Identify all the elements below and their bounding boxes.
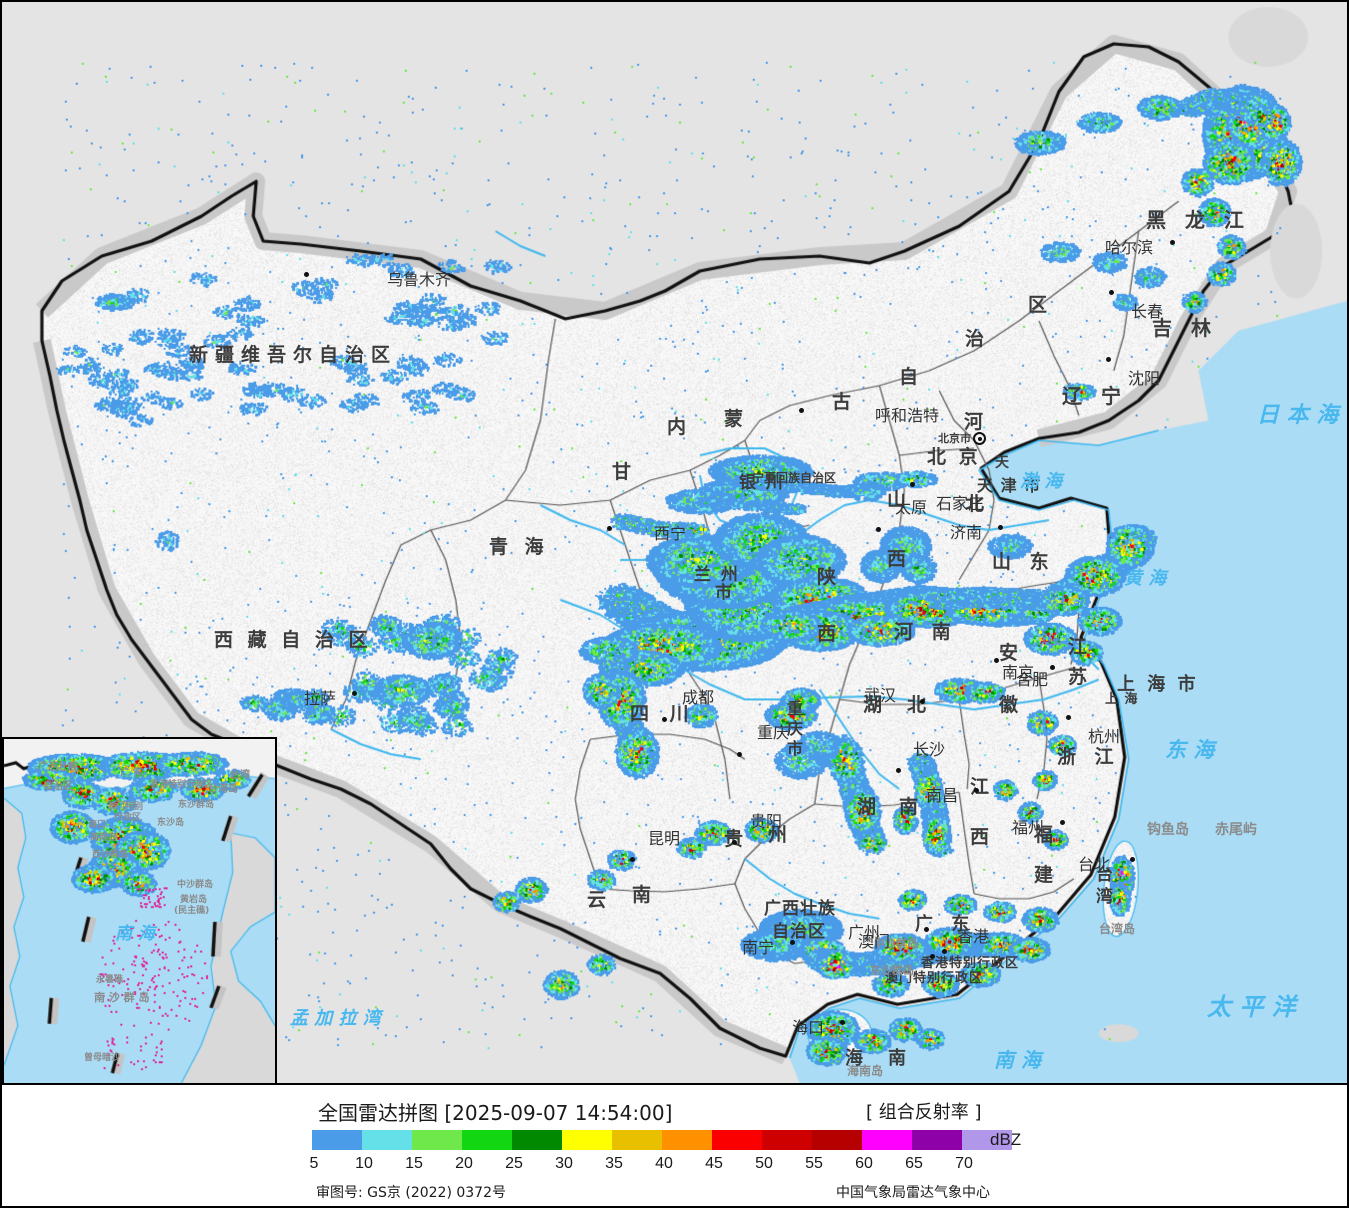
colorbar-tick: 20 — [455, 1155, 473, 1173]
colorbar-swatch — [762, 1130, 812, 1150]
city-marker-dot — [1066, 715, 1071, 720]
city-marker-dot — [974, 788, 979, 793]
colorbar-tick: 10 — [355, 1155, 373, 1173]
city-marker-dot — [924, 927, 929, 932]
colorbar-swatch — [362, 1130, 412, 1150]
city-marker-dot — [1130, 857, 1135, 862]
city-marker-dot — [930, 954, 935, 959]
colorbar-tick: 60 — [855, 1155, 873, 1173]
dbz-unit-label: dBZ — [990, 1130, 1021, 1150]
colorbar-swatch — [312, 1130, 362, 1150]
city-marker-dot — [352, 691, 357, 696]
city-marker-dot — [998, 525, 1003, 530]
city-marker-dot — [840, 1020, 845, 1025]
city-marker-dot — [896, 768, 901, 773]
city-marker-dot — [799, 408, 804, 413]
colorbar-tick: 45 — [705, 1155, 723, 1173]
city-marker-dot — [994, 658, 999, 663]
city-marker-dot — [1106, 357, 1111, 362]
colorbar-tick: 5 — [310, 1155, 319, 1173]
colorbar-swatch — [812, 1130, 862, 1150]
colorbar-swatch — [912, 1130, 962, 1150]
city-marker-dot — [607, 526, 612, 531]
south-china-sea-inset-map[interactable] — [2, 737, 277, 1085]
colorbar-swatch — [562, 1130, 612, 1150]
colorbar-swatch — [462, 1130, 512, 1150]
agency-name: 中国气象局雷达气象中心 — [836, 1182, 990, 1202]
dbz-colorbar — [312, 1130, 1012, 1150]
colorbar-tick: 35 — [605, 1155, 623, 1173]
national-radar-map[interactable]: 新疆维吾尔自治区西 藏 自 治 区青 海甘内蒙古自治区黑 龙 江吉 林辽 宁河北… — [0, 0, 1349, 1085]
city-marker-dot — [790, 940, 795, 945]
city-marker-dot — [1060, 820, 1065, 825]
inset-radar-canvas — [4, 739, 275, 1083]
colorbar-tick: 30 — [555, 1155, 573, 1173]
capital-marker-beijing — [973, 432, 986, 445]
approval-number: 审图号: GS京 (2022) 0372号 — [316, 1182, 506, 1202]
colorbar-tick: 70 — [955, 1155, 973, 1173]
city-marker-dot — [630, 857, 635, 862]
colorbar-tick: 40 — [655, 1155, 673, 1173]
city-marker-dot — [737, 752, 742, 757]
colorbar-swatch — [862, 1130, 912, 1150]
colorbar-tick: 55 — [805, 1155, 823, 1173]
colorbar-swatch — [662, 1130, 712, 1150]
colorbar-tick: 15 — [405, 1155, 423, 1173]
colorbar-tick: 25 — [505, 1155, 523, 1173]
colorbar-swatch — [512, 1130, 562, 1150]
city-marker-dot — [910, 482, 915, 487]
city-marker-dot — [920, 699, 925, 704]
city-marker-dot — [732, 840, 737, 845]
colorbar-swatch — [412, 1130, 462, 1150]
dbz-tick-labels: 5 10 15 20 25 30 35 40 45 50 55 60 65 70 — [312, 1155, 1012, 1175]
city-marker-dot — [876, 527, 881, 532]
colorbar-swatch — [612, 1130, 662, 1150]
city-marker-dot — [662, 717, 667, 722]
radar-map-page: 新疆维吾尔自治区西 藏 自 治 区青 海甘内蒙古自治区黑 龙 江吉 林辽 宁河北… — [0, 0, 1349, 1208]
colorbar-tick: 50 — [755, 1155, 773, 1173]
colorbar-tick: 65 — [905, 1155, 923, 1173]
city-marker-dot — [1170, 240, 1175, 245]
colorbar-swatch — [712, 1130, 762, 1150]
city-marker-dot — [1109, 290, 1114, 295]
city-marker-dot — [942, 949, 947, 954]
city-marker-dot — [1050, 665, 1055, 670]
city-marker-dot — [304, 272, 309, 277]
